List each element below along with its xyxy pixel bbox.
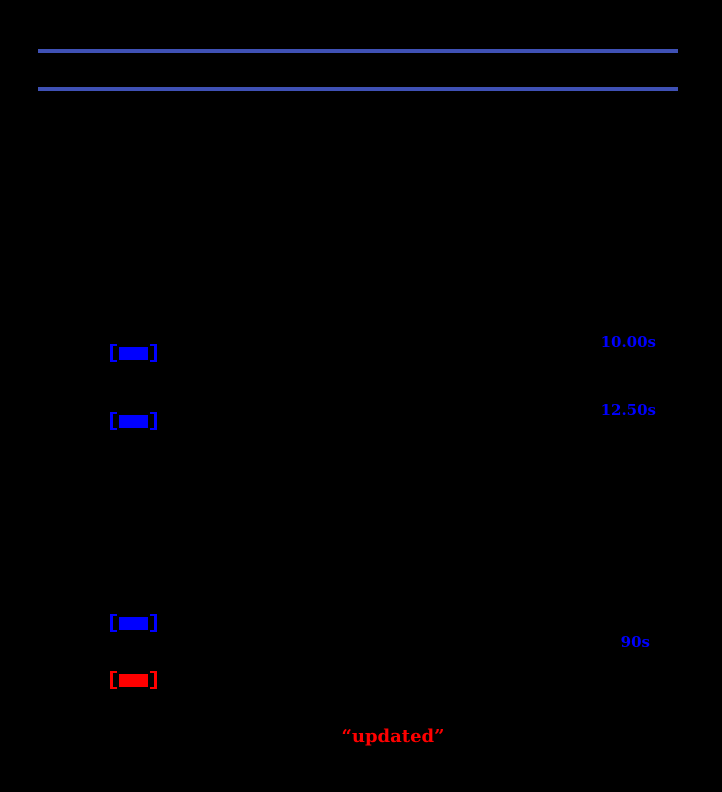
left-bracket-icon [110, 614, 117, 632]
right-bracket-icon [150, 614, 157, 632]
header-rule-top [38, 49, 678, 53]
link-fill [119, 673, 148, 687]
link-button-2[interactable]: [ ] [110, 412, 157, 430]
footer-note-link[interactable]: “updated” [341, 726, 445, 747]
link-fill [119, 346, 148, 360]
link-button-3[interactable]: [ ] [110, 614, 157, 632]
link-fill [119, 616, 148, 630]
right-bracket-icon [150, 412, 157, 430]
header-rule-bottom [38, 87, 678, 91]
margin-note-1[interactable]: 10.00s [600, 333, 656, 351]
right-bracket-icon [150, 671, 157, 689]
margin-note-2[interactable]: 12.50s [600, 401, 656, 419]
left-bracket-icon [110, 412, 117, 430]
margin-note-3[interactable]: 90s [620, 633, 650, 651]
link-fill [119, 414, 148, 428]
left-bracket-icon [110, 671, 117, 689]
right-bracket-icon [150, 344, 157, 362]
link-button-1[interactable]: [ ] [110, 344, 157, 362]
left-bracket-icon [110, 344, 117, 362]
link-button-4-alert[interactable]: [ ] [110, 671, 157, 689]
